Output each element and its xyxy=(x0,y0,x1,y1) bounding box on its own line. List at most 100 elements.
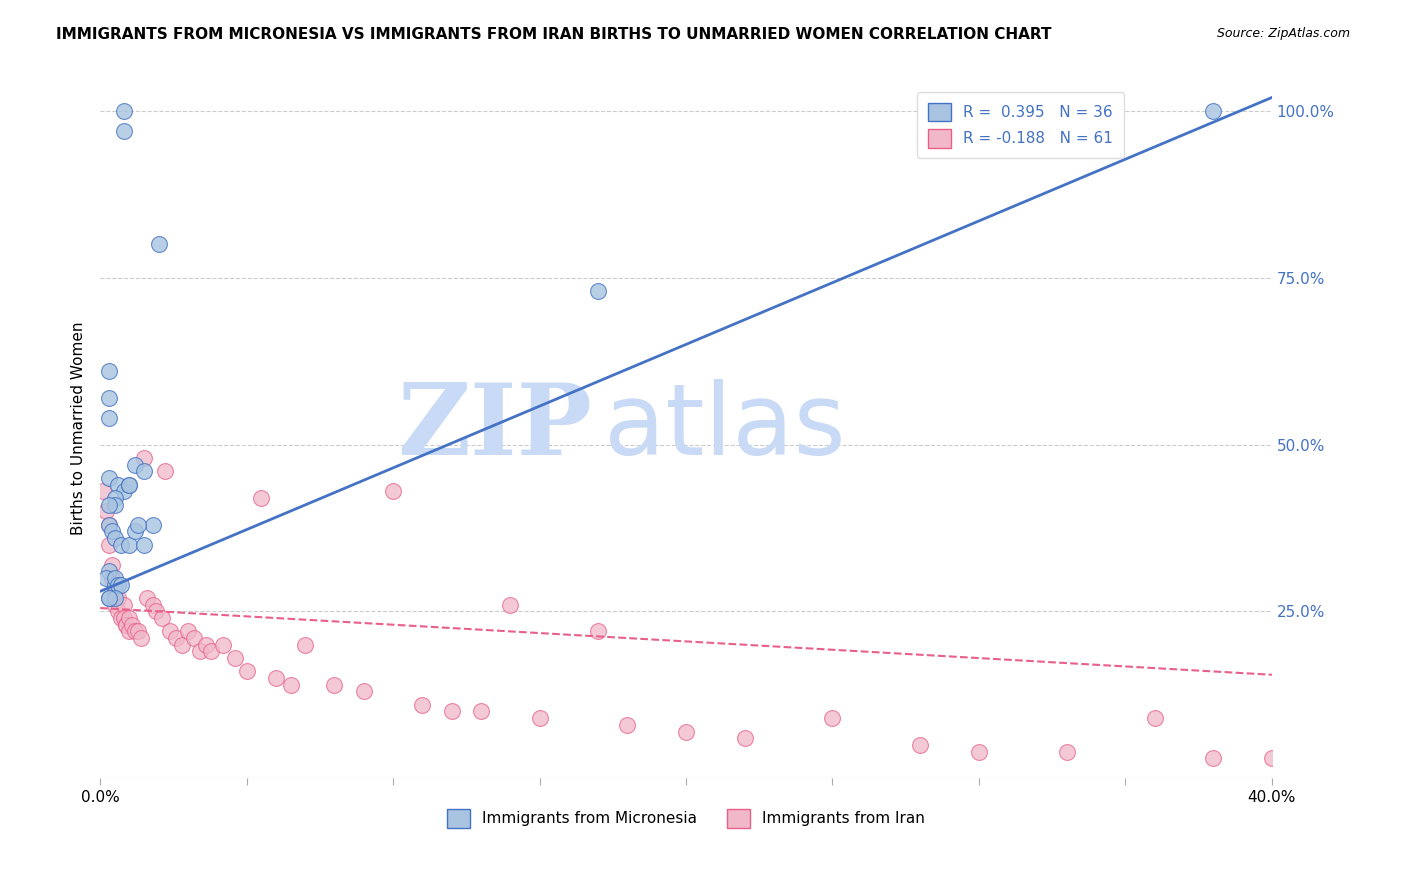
Point xyxy=(121,617,143,632)
Point xyxy=(110,577,132,591)
Point xyxy=(127,517,149,532)
Point xyxy=(172,638,194,652)
Point xyxy=(91,484,114,499)
Point xyxy=(132,538,155,552)
Point xyxy=(129,631,152,645)
Point xyxy=(323,678,346,692)
Point xyxy=(264,671,287,685)
Point xyxy=(118,538,141,552)
Point xyxy=(104,591,127,605)
Legend: Immigrants from Micronesia, Immigrants from Iran: Immigrants from Micronesia, Immigrants f… xyxy=(440,803,932,834)
Point xyxy=(118,477,141,491)
Point xyxy=(104,571,127,585)
Point xyxy=(353,684,375,698)
Point xyxy=(132,450,155,465)
Point xyxy=(97,538,120,552)
Point xyxy=(101,571,124,585)
Point xyxy=(165,631,187,645)
Point xyxy=(112,611,135,625)
Point xyxy=(94,504,117,518)
Point xyxy=(382,484,405,499)
Point xyxy=(910,738,932,752)
Text: atlas: atlas xyxy=(605,379,845,476)
Point xyxy=(440,705,463,719)
Point xyxy=(675,724,697,739)
Point xyxy=(967,745,990,759)
Point xyxy=(97,410,120,425)
Point xyxy=(104,598,127,612)
Point xyxy=(127,624,149,639)
Point xyxy=(118,477,141,491)
Point xyxy=(97,517,120,532)
Point xyxy=(529,711,551,725)
Point xyxy=(94,571,117,585)
Point xyxy=(97,364,120,378)
Point xyxy=(153,464,176,478)
Point xyxy=(110,538,132,552)
Point xyxy=(136,591,159,605)
Point xyxy=(235,665,257,679)
Point xyxy=(104,584,127,599)
Point xyxy=(1261,751,1284,765)
Point xyxy=(97,391,120,405)
Point xyxy=(124,524,146,539)
Point xyxy=(212,638,235,652)
Point xyxy=(145,604,167,618)
Point xyxy=(112,103,135,118)
Point xyxy=(499,598,522,612)
Text: ZIP: ZIP xyxy=(398,379,592,476)
Point xyxy=(118,611,141,625)
Point xyxy=(586,284,609,298)
Point xyxy=(224,651,246,665)
Point xyxy=(132,464,155,478)
Point xyxy=(104,577,127,591)
Point xyxy=(821,711,844,725)
Point xyxy=(586,624,609,639)
Point xyxy=(1056,745,1078,759)
Point xyxy=(101,558,124,572)
Point xyxy=(142,598,165,612)
Point xyxy=(159,624,181,639)
Point xyxy=(110,611,132,625)
Point xyxy=(194,638,217,652)
Point xyxy=(97,498,120,512)
Point xyxy=(107,591,129,605)
Point xyxy=(1202,103,1225,118)
Point xyxy=(101,524,124,539)
Point xyxy=(1143,711,1166,725)
Point xyxy=(97,591,120,605)
Point xyxy=(115,617,138,632)
Point xyxy=(200,644,222,658)
Point xyxy=(177,624,200,639)
Point xyxy=(294,638,316,652)
Point xyxy=(107,604,129,618)
Text: Source: ZipAtlas.com: Source: ZipAtlas.com xyxy=(1216,27,1350,40)
Point xyxy=(118,624,141,639)
Point xyxy=(107,477,129,491)
Point xyxy=(97,517,120,532)
Point xyxy=(280,678,302,692)
Point xyxy=(183,631,205,645)
Point xyxy=(250,491,273,505)
Point xyxy=(97,591,120,605)
Point xyxy=(734,731,756,746)
Point xyxy=(112,484,135,499)
Point xyxy=(124,458,146,472)
Point xyxy=(150,611,173,625)
Point xyxy=(1202,751,1225,765)
Point xyxy=(112,124,135,138)
Point xyxy=(97,564,120,578)
Point xyxy=(148,237,170,252)
Point xyxy=(104,531,127,545)
Text: IMMIGRANTS FROM MICRONESIA VS IMMIGRANTS FROM IRAN BIRTHS TO UNMARRIED WOMEN COR: IMMIGRANTS FROM MICRONESIA VS IMMIGRANTS… xyxy=(56,27,1052,42)
Point xyxy=(411,698,433,712)
Point xyxy=(104,498,127,512)
Point xyxy=(470,705,492,719)
Point xyxy=(124,624,146,639)
Point xyxy=(107,577,129,591)
Point xyxy=(104,491,127,505)
Point xyxy=(112,598,135,612)
Point xyxy=(142,517,165,532)
Y-axis label: Births to Unmarried Women: Births to Unmarried Women xyxy=(72,321,86,534)
Point xyxy=(616,718,638,732)
